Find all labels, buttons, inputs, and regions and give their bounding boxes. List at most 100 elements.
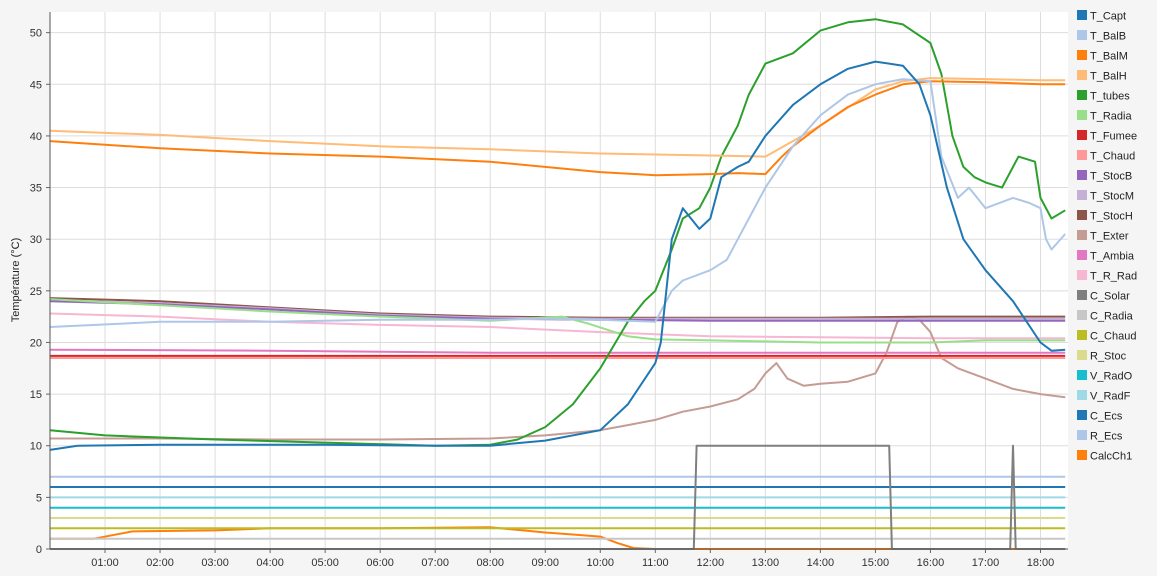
y-tick-label: 15: [30, 389, 42, 401]
legend-label: T_BalH: [1090, 71, 1127, 83]
legend-label: R_Ecs: [1090, 431, 1123, 443]
legend-item-t-chaud[interactable]: T_Chaud: [1077, 150, 1135, 163]
legend-label: T_Capt: [1090, 11, 1126, 23]
legend-item-t-balm[interactable]: T_BalM: [1077, 50, 1128, 63]
legend-swatch: [1077, 190, 1087, 200]
legend-label: C_Chaud: [1090, 331, 1136, 343]
legend-item-t-tubes[interactable]: T_tubes: [1077, 90, 1130, 103]
legend-item-t-balb[interactable]: T_BalB: [1077, 30, 1126, 43]
legend-swatch: [1077, 450, 1087, 460]
series-line-t-r-rad[interactable]: [49, 312, 1066, 340]
x-tick-label: 10:00: [587, 557, 615, 569]
x-tick-label: 06:00: [366, 557, 394, 569]
x-tick-label: 04:00: [256, 557, 284, 569]
legend-swatch: [1077, 370, 1087, 380]
series-line-calcch1[interactable]: [50, 526, 1066, 550]
legend-item-t-ambia[interactable]: T_Ambia: [1077, 250, 1135, 263]
legend-swatch: [1077, 250, 1087, 260]
legend-item-c-radia[interactable]: C_Radia: [1077, 310, 1134, 323]
legend-swatch: [1077, 30, 1087, 40]
legend-label: T_BalB: [1090, 31, 1126, 43]
x-tick-label: 16:00: [917, 557, 945, 569]
legend-item-t-radia[interactable]: T_Radia: [1077, 110, 1132, 123]
y-tick-label: 50: [30, 28, 42, 40]
legend-swatch: [1077, 350, 1087, 360]
legend-item-t-r-rad[interactable]: T_R_Rad: [1077, 270, 1137, 283]
legend-item-v-radf[interactable]: V_RadF: [1077, 390, 1131, 403]
x-tick-label: 11:00: [642, 557, 669, 569]
x-tick-label: 14:00: [807, 557, 835, 569]
legend-item-r-stoc[interactable]: R_Stoc: [1077, 350, 1127, 363]
axes: 01:00 02:00 03:00 04:00 05:00 06:00 07:00 08:00…: [30, 12, 1068, 569]
legend-label: T_Fumee: [1090, 131, 1137, 143]
legend-label: V_RadO: [1090, 371, 1133, 383]
x-tick-label: 05:00: [311, 557, 339, 569]
legend-item-r-ecs[interactable]: R_Ecs: [1077, 430, 1123, 443]
legend-swatch: [1077, 230, 1087, 240]
legend-swatch: [1077, 150, 1087, 160]
y-tick-label: 45: [30, 79, 42, 91]
legend-item-c-chaud[interactable]: C_Chaud: [1077, 330, 1136, 343]
legend-label: CalcCh1: [1090, 451, 1132, 463]
series-line-t-radia[interactable]: [49, 298, 1066, 344]
y-tick-label: 35: [30, 183, 42, 195]
legend-label: T_Exter: [1090, 231, 1129, 243]
legend-swatch: [1077, 10, 1087, 20]
legend-item-c-solar[interactable]: C_Solar: [1077, 290, 1130, 303]
legend-swatch: [1077, 210, 1087, 220]
legend-label: T_Chaud: [1090, 151, 1135, 163]
legend-item-v-rado[interactable]: V_RadO: [1077, 370, 1133, 383]
legend-item-calcch1[interactable]: CalcCh1: [1077, 450, 1132, 463]
legend-item-t-balh[interactable]: T_BalH: [1077, 70, 1127, 83]
legend-swatch: [1077, 290, 1087, 300]
y-tick-label: 40: [30, 131, 42, 143]
x-tick-label: 08:00: [476, 557, 504, 569]
legend-label: T_Ambia: [1090, 251, 1135, 263]
legend-item-t-stoch[interactable]: T_StocH: [1077, 210, 1133, 223]
plot-area: [50, 12, 1068, 549]
legend-swatch: [1077, 270, 1087, 280]
legend-item-t-capt[interactable]: T_Capt: [1077, 10, 1126, 23]
legend-label: T_StocH: [1090, 211, 1133, 223]
legend-item-t-fumee[interactable]: T_Fumee: [1077, 130, 1137, 143]
series-line-t-capt[interactable]: [49, 60, 1066, 451]
series-line-t-balh[interactable]: [49, 77, 1066, 158]
y-axis-label: Température (°C): [10, 238, 22, 322]
legend-label: V_RadF: [1090, 391, 1131, 403]
series-line-t-ambia[interactable]: [49, 348, 1066, 354]
series-line-t-tubes[interactable]: [49, 18, 1066, 447]
legend-item-t-stocm[interactable]: T_StocM: [1077, 190, 1134, 203]
legend-label: T_BalM: [1090, 51, 1128, 63]
legend-item-t-exter[interactable]: T_Exter: [1077, 230, 1129, 243]
legend-item-c-ecs[interactable]: C_Ecs: [1077, 410, 1123, 423]
legend-label: T_StocB: [1090, 171, 1132, 183]
legend-swatch: [1077, 90, 1087, 100]
y-tick-label: 0: [36, 544, 42, 556]
legend-swatch: [1077, 170, 1087, 180]
legend: T_Capt T_BalB T_BalM T_BalH T_tubes T_Radia T_…: [1077, 10, 1137, 463]
legend-swatch: [1077, 390, 1087, 400]
x-tick-label: 17:00: [972, 557, 1000, 569]
legend-swatch: [1077, 130, 1087, 140]
x-tick-label: 09:00: [531, 557, 559, 569]
legend-label: T_tubes: [1090, 91, 1130, 103]
y-tick-label: 20: [30, 337, 42, 349]
x-tick-label: 13:00: [752, 557, 780, 569]
legend-label: C_Radia: [1090, 311, 1134, 323]
legend-swatch: [1077, 430, 1087, 440]
legend-swatch: [1077, 110, 1087, 120]
legend-swatch: [1077, 330, 1087, 340]
y-tick-label: 25: [30, 286, 42, 298]
y-tick-label: 5: [36, 492, 42, 504]
legend-item-t-stocb[interactable]: T_StocB: [1077, 170, 1132, 183]
legend-label: T_Radia: [1090, 111, 1132, 123]
legend-swatch: [1077, 50, 1087, 60]
series-line-t-balb[interactable]: [49, 78, 1066, 328]
x-tick-label: 18:00: [1027, 557, 1055, 569]
y-tick-label: 10: [30, 441, 42, 453]
legend-label: T_R_Rad: [1090, 271, 1137, 283]
legend-label: C_Ecs: [1090, 411, 1123, 423]
legend-swatch: [1077, 410, 1087, 420]
legend-label: T_StocM: [1090, 191, 1134, 203]
